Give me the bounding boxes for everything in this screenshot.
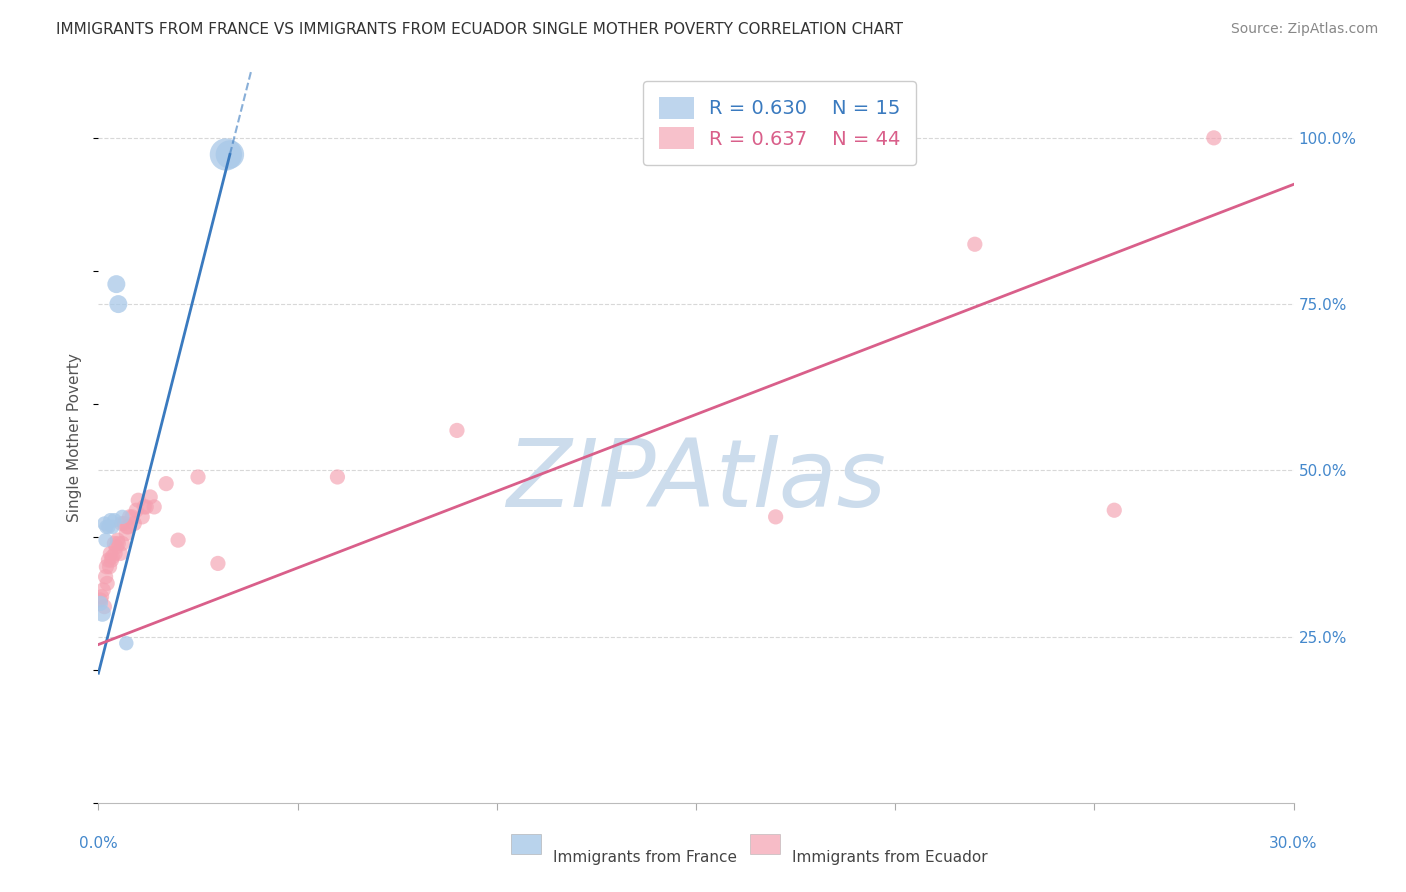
- Point: [135, 500, 157, 514]
- Point: [134, 500, 156, 514]
- Point: [187, 470, 209, 484]
- Point: [118, 509, 141, 524]
- Point: [1202, 131, 1225, 145]
- Point: [131, 509, 153, 524]
- Point: [93, 516, 115, 531]
- Point: [101, 549, 124, 564]
- Point: [100, 553, 122, 567]
- Point: [139, 490, 162, 504]
- Point: [89, 593, 111, 607]
- Point: [105, 277, 128, 292]
- Text: Immigrants from France: Immigrants from France: [553, 850, 737, 865]
- Point: [97, 553, 120, 567]
- Point: [103, 513, 125, 527]
- Point: [115, 526, 138, 541]
- FancyBboxPatch shape: [510, 833, 541, 854]
- Point: [96, 520, 118, 534]
- Point: [115, 520, 138, 534]
- Point: [115, 636, 138, 650]
- Point: [107, 533, 129, 548]
- Text: IMMIGRANTS FROM FRANCE VS IMMIGRANTS FROM ECUADOR SINGLE MOTHER POVERTY CORRELAT: IMMIGRANTS FROM FRANCE VS IMMIGRANTS FRO…: [56, 22, 903, 37]
- Text: 0.0%: 0.0%: [79, 836, 118, 851]
- Point: [143, 500, 166, 514]
- Point: [94, 533, 117, 548]
- Y-axis label: Single Mother Poverty: Single Mother Poverty: [67, 352, 83, 522]
- Point: [104, 546, 127, 560]
- Point: [96, 576, 118, 591]
- Text: 30.0%: 30.0%: [1270, 836, 1317, 851]
- Point: [97, 520, 120, 534]
- Point: [96, 559, 118, 574]
- Point: [117, 520, 139, 534]
- Point: [207, 557, 229, 571]
- Point: [111, 536, 134, 550]
- Point: [167, 533, 190, 548]
- Point: [215, 147, 238, 161]
- Point: [98, 513, 122, 527]
- Point: [94, 570, 117, 584]
- Point: [107, 297, 129, 311]
- Point: [107, 536, 129, 550]
- Point: [446, 424, 468, 438]
- Point: [125, 503, 148, 517]
- Point: [124, 516, 146, 531]
- Point: [103, 536, 125, 550]
- Point: [105, 540, 128, 554]
- FancyBboxPatch shape: [749, 833, 780, 854]
- Point: [91, 607, 114, 621]
- Point: [110, 546, 132, 560]
- Point: [98, 559, 121, 574]
- Point: [127, 493, 149, 508]
- Point: [155, 476, 177, 491]
- Text: ZIPAtlas: ZIPAtlas: [506, 435, 886, 526]
- Point: [101, 520, 124, 534]
- Point: [110, 516, 132, 531]
- Point: [219, 147, 242, 161]
- Point: [91, 582, 114, 597]
- Point: [90, 590, 112, 604]
- Point: [326, 470, 349, 484]
- Text: Source: ZipAtlas.com: Source: ZipAtlas.com: [1230, 22, 1378, 37]
- Point: [89, 596, 111, 610]
- Point: [1104, 503, 1126, 517]
- Point: [93, 599, 115, 614]
- Point: [121, 509, 143, 524]
- Text: Immigrants from Ecuador: Immigrants from Ecuador: [792, 850, 987, 865]
- Point: [98, 546, 122, 560]
- Point: [963, 237, 986, 252]
- Point: [111, 509, 134, 524]
- Point: [112, 516, 135, 531]
- Legend: R = 0.630    N = 15, R = 0.637    N = 44: R = 0.630 N = 15, R = 0.637 N = 44: [643, 81, 917, 165]
- Point: [765, 509, 787, 524]
